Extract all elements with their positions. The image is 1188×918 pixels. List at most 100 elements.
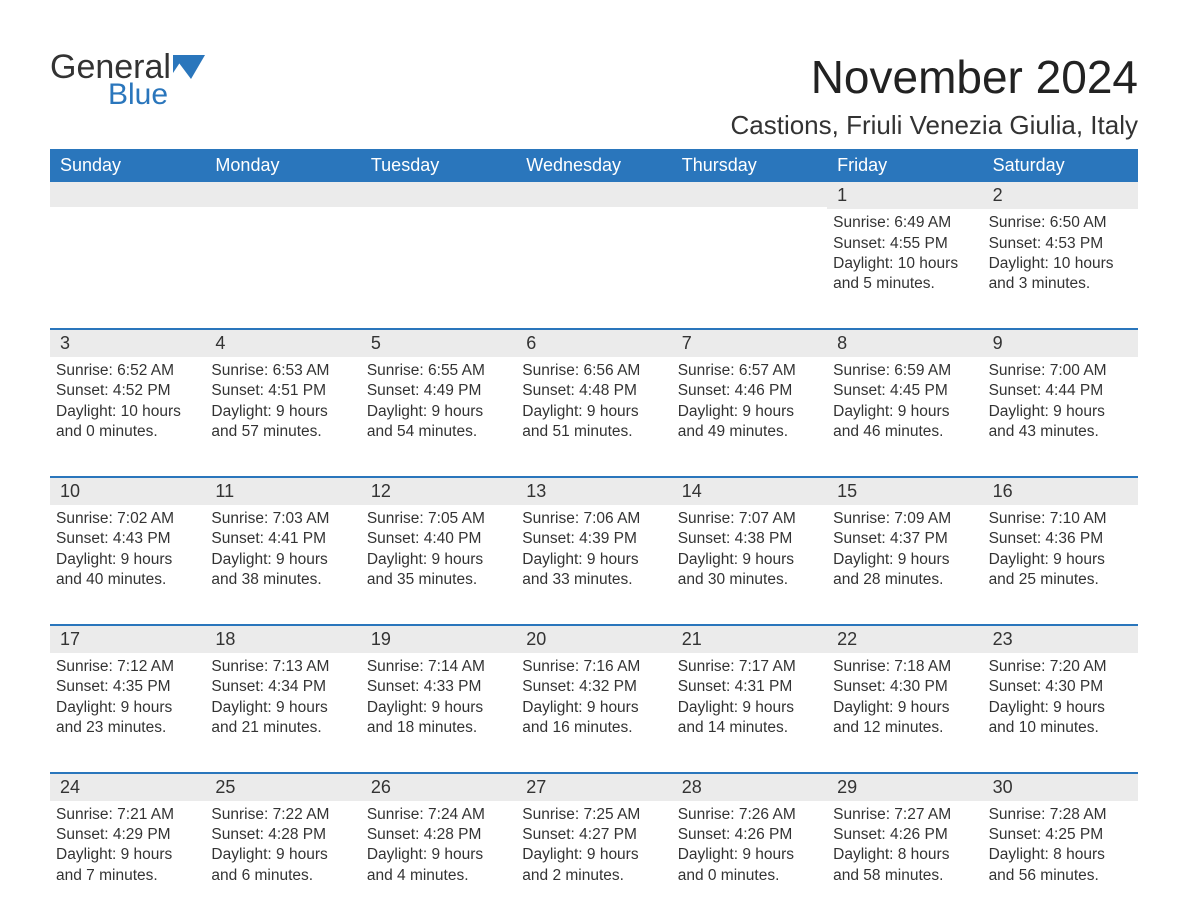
day-cell: 12Sunrise: 7:05 AMSunset: 4:40 PMDayligh… bbox=[361, 478, 516, 594]
daylight-line: Daylight: 9 hours and 10 minutes. bbox=[989, 698, 1132, 738]
sunrise-line: Sunrise: 7:07 AM bbox=[678, 509, 821, 529]
daylight-line: Daylight: 9 hours and 16 minutes. bbox=[522, 698, 665, 738]
daylight-line: Daylight: 9 hours and 23 minutes. bbox=[56, 698, 199, 738]
day-cell: 24Sunrise: 7:21 AMSunset: 4:29 PMDayligh… bbox=[50, 774, 205, 890]
daylight-line: Daylight: 9 hours and 0 minutes. bbox=[678, 845, 821, 885]
sunset-line: Sunset: 4:28 PM bbox=[367, 825, 510, 845]
day-cell: 8Sunrise: 6:59 AMSunset: 4:45 PMDaylight… bbox=[827, 330, 982, 446]
day-number: 22 bbox=[827, 626, 982, 653]
logo-text-blue: Blue bbox=[108, 80, 205, 110]
day-number: 18 bbox=[205, 626, 360, 653]
daylight-line: Daylight: 9 hours and 28 minutes. bbox=[833, 550, 976, 590]
day-header-friday: Friday bbox=[827, 149, 982, 182]
sunset-line: Sunset: 4:26 PM bbox=[678, 825, 821, 845]
day-number: 30 bbox=[983, 774, 1138, 801]
sunset-line: Sunset: 4:27 PM bbox=[522, 825, 665, 845]
day-number: 14 bbox=[672, 478, 827, 505]
day-number: 2 bbox=[983, 182, 1138, 209]
sunset-line: Sunset: 4:40 PM bbox=[367, 529, 510, 549]
day-header-tuesday: Tuesday bbox=[361, 149, 516, 182]
sunset-line: Sunset: 4:52 PM bbox=[56, 381, 199, 401]
sunrise-line: Sunrise: 6:55 AM bbox=[367, 361, 510, 381]
sunrise-line: Sunrise: 7:03 AM bbox=[211, 509, 354, 529]
sunrise-line: Sunrise: 7:20 AM bbox=[989, 657, 1132, 677]
sunrise-line: Sunrise: 7:22 AM bbox=[211, 805, 354, 825]
logo-flag-icon bbox=[173, 55, 205, 79]
daylight-line: Daylight: 9 hours and 49 minutes. bbox=[678, 402, 821, 442]
day-number: 20 bbox=[516, 626, 671, 653]
daylight-line: Daylight: 8 hours and 58 minutes. bbox=[833, 845, 976, 885]
sunset-line: Sunset: 4:39 PM bbox=[522, 529, 665, 549]
daylight-line: Daylight: 9 hours and 54 minutes. bbox=[367, 402, 510, 442]
day-number: 3 bbox=[50, 330, 205, 357]
page: General Blue November 2024 Castions, Fri… bbox=[0, 0, 1188, 918]
sunset-line: Sunset: 4:49 PM bbox=[367, 381, 510, 401]
sunset-line: Sunset: 4:43 PM bbox=[56, 529, 199, 549]
day-cell: 28 Sunrise: 7:26 AMSunset: 4:26 PMDayligh… bbox=[672, 774, 827, 890]
day-cell: 4Sunrise: 6:53 AMSunset: 4:51 PMDaylight… bbox=[205, 330, 360, 446]
sunset-line: Sunset: 4:31 PM bbox=[678, 677, 821, 697]
day-cell: 3Sunrise: 6:52 AMSunset: 4:52 PMDaylight… bbox=[50, 330, 205, 446]
day-number: 17 bbox=[50, 626, 205, 653]
sunset-line: Sunset: 4:44 PM bbox=[989, 381, 1132, 401]
sunset-line: Sunset: 4:30 PM bbox=[833, 677, 976, 697]
day-cell: 9Sunrise: 7:00 AMSunset: 4:44 PMDaylight… bbox=[983, 330, 1138, 446]
day-number: 26 bbox=[361, 774, 516, 801]
day-cell: 17Sunrise: 7:12 AMSunset: 4:35 PMDayligh… bbox=[50, 626, 205, 742]
daylight-line: Daylight: 10 hours and 0 minutes. bbox=[56, 402, 199, 442]
sunrise-line: Sunrise: 6:50 AM bbox=[989, 213, 1132, 233]
sunset-line: Sunset: 4:53 PM bbox=[989, 234, 1132, 254]
day-cell: 11Sunrise: 7:03 AMSunset: 4:41 PMDayligh… bbox=[205, 478, 360, 594]
day-number: 19 bbox=[361, 626, 516, 653]
day-number bbox=[361, 182, 516, 207]
daylight-line: Daylight: 9 hours and 40 minutes. bbox=[56, 550, 199, 590]
sunset-line: Sunset: 4:26 PM bbox=[833, 825, 976, 845]
daylight-line: Daylight: 9 hours and 2 minutes. bbox=[522, 845, 665, 885]
day-number: 6 bbox=[516, 330, 671, 357]
daylight-line: Daylight: 9 hours and 4 minutes. bbox=[367, 845, 510, 885]
day-number: 23 bbox=[983, 626, 1138, 653]
day-number: 9 bbox=[983, 330, 1138, 357]
day-cell: 22Sunrise: 7:18 AMSunset: 4:30 PMDayligh… bbox=[827, 626, 982, 742]
day-number bbox=[50, 182, 205, 207]
daylight-line: Daylight: 8 hours and 56 minutes. bbox=[989, 845, 1132, 885]
day-cell: 10Sunrise: 7:02 AMSunset: 4:43 PMDayligh… bbox=[50, 478, 205, 594]
sunset-line: Sunset: 4:34 PM bbox=[211, 677, 354, 697]
calendar-body: 1Sunrise: 6:49 AMSunset: 4:55 PMDaylight… bbox=[50, 182, 1138, 890]
daylight-line: Daylight: 9 hours and 14 minutes. bbox=[678, 698, 821, 738]
sunset-line: Sunset: 4:28 PM bbox=[211, 825, 354, 845]
sunrise-line: Sunrise: 6:59 AM bbox=[833, 361, 976, 381]
day-cell: 5Sunrise: 6:55 AMSunset: 4:49 PMDaylight… bbox=[361, 330, 516, 446]
day-number: 7 bbox=[672, 330, 827, 357]
sunrise-line: Sunrise: 7:13 AM bbox=[211, 657, 354, 677]
day-cell: 21Sunrise: 7:17 AMSunset: 4:31 PMDayligh… bbox=[672, 626, 827, 742]
calendar-header-row: Sunday Monday Tuesday Wednesday Thursday… bbox=[50, 149, 1138, 182]
sunset-line: Sunset: 4:33 PM bbox=[367, 677, 510, 697]
day-cell bbox=[516, 182, 671, 298]
sunrise-line: Sunrise: 7:26 AM bbox=[678, 805, 821, 825]
sunrise-line: Sunrise: 7:21 AM bbox=[56, 805, 199, 825]
day-number: 12 bbox=[361, 478, 516, 505]
day-cell: 26Sunrise: 7:24 AMSunset: 4:28 PMDayligh… bbox=[361, 774, 516, 890]
sunset-line: Sunset: 4:36 PM bbox=[989, 529, 1132, 549]
day-number: 13 bbox=[516, 478, 671, 505]
day-header-wednesday: Wednesday bbox=[516, 149, 671, 182]
title-month-year: November 2024 bbox=[730, 50, 1138, 104]
day-number: 21 bbox=[672, 626, 827, 653]
day-number: 28 bbox=[672, 774, 827, 801]
daylight-line: Daylight: 9 hours and 6 minutes. bbox=[211, 845, 354, 885]
daylight-line: Daylight: 9 hours and 12 minutes. bbox=[833, 698, 976, 738]
day-cell bbox=[361, 182, 516, 298]
title-location: Castions, Friuli Venezia Giulia, Italy bbox=[730, 110, 1138, 141]
sunset-line: Sunset: 4:35 PM bbox=[56, 677, 199, 697]
sunset-line: Sunset: 4:29 PM bbox=[56, 825, 199, 845]
sunrise-line: Sunrise: 7:09 AM bbox=[833, 509, 976, 529]
logo: General Blue bbox=[50, 20, 205, 110]
sunrise-line: Sunrise: 7:16 AM bbox=[522, 657, 665, 677]
sunset-line: Sunset: 4:37 PM bbox=[833, 529, 976, 549]
sunset-line: Sunset: 4:25 PM bbox=[989, 825, 1132, 845]
sunset-line: Sunset: 4:41 PM bbox=[211, 529, 354, 549]
day-cell: 15Sunrise: 7:09 AMSunset: 4:37 PMDayligh… bbox=[827, 478, 982, 594]
day-cell: 16Sunrise: 7:10 AMSunset: 4:36 PMDayligh… bbox=[983, 478, 1138, 594]
day-number: 29 bbox=[827, 774, 982, 801]
